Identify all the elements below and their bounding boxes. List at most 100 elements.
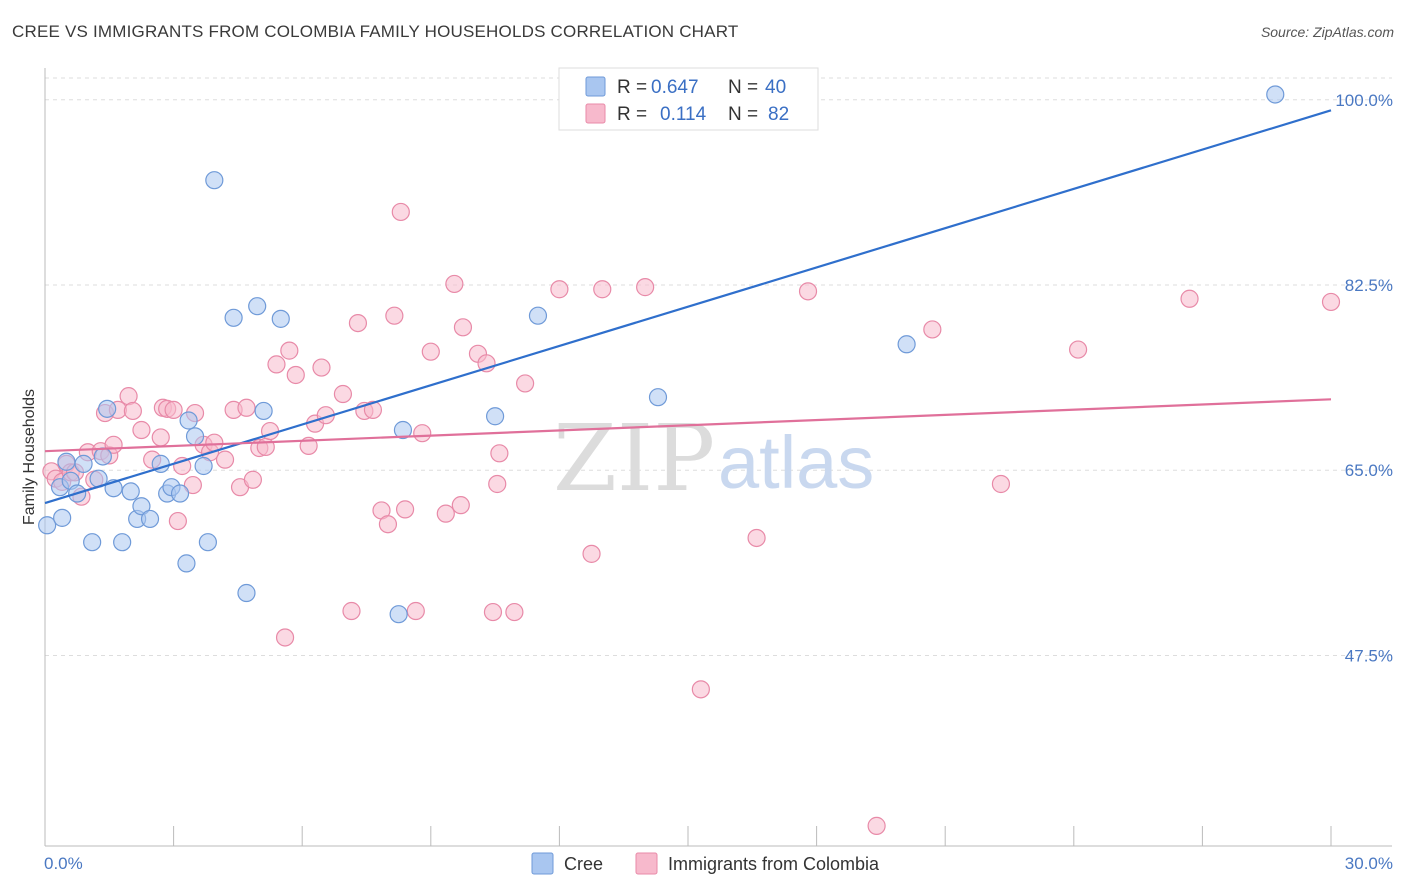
axes: [44, 68, 1392, 847]
legend-swatch-cree: [585, 76, 606, 97]
legend-colombia-n-value: 82: [768, 104, 789, 125]
y-tick-label-1: 65.0%: [1345, 461, 1393, 480]
colombia-point-53: [391, 202, 410, 222]
colombia-point-73: [691, 680, 710, 699]
colombia-point-32: [237, 398, 256, 417]
cree-point-2: [53, 508, 72, 527]
x-tick-label-min: 0.0%: [44, 854, 83, 873]
watermark-atlas: atlas: [718, 421, 874, 504]
colombia-point-21: [164, 400, 183, 419]
colombia-point-68: [516, 374, 535, 393]
colombia-point-80: [1180, 289, 1199, 308]
colombia-point-52: [385, 306, 404, 325]
colombia-point-65: [488, 474, 507, 494]
colombia-point-67: [505, 602, 524, 622]
legend-swatch-colombia: [585, 103, 606, 124]
bottom-legend-label-cree: Cree: [564, 854, 603, 874]
cree-point-26: [205, 171, 224, 190]
colombia-point-29: [215, 450, 235, 469]
y-tick-label-0: 47.5%: [1345, 646, 1393, 665]
cree-point-30: [254, 401, 273, 421]
colombia-point-51: [378, 515, 398, 534]
colombia-point-38: [275, 628, 295, 647]
colombia-point-58: [436, 504, 455, 523]
cree-point-27: [224, 308, 243, 327]
cree-point-20: [170, 484, 190, 503]
cree-point-34: [486, 407, 505, 426]
colombia-point-64: [483, 602, 503, 622]
cree-point-0: [38, 516, 57, 535]
colombia-point-24: [183, 475, 202, 495]
cree-point-33: [393, 420, 413, 440]
y-tick-label-3: 100.0%: [1335, 91, 1393, 110]
colombia-point-15: [123, 401, 142, 421]
colombia-point-47: [348, 313, 368, 333]
trend-line-cree: [44, 109, 1332, 505]
cree-point-16: [140, 509, 160, 529]
cree-point-39: [1266, 85, 1285, 104]
colombia-point-60: [451, 496, 470, 515]
cree-point-36: [648, 388, 668, 407]
cree-point-29: [248, 297, 267, 316]
legend-cree-n-value: 40: [765, 77, 786, 98]
cree-point-24: [194, 456, 213, 476]
y-tick-labels: 47.5% 65.0% 82.5% 100.0%: [1335, 91, 1393, 666]
cree-point-31: [271, 309, 290, 328]
trend-line-colombia: [44, 398, 1332, 453]
bottom-legend: Cree Immigrants from Colombia: [531, 852, 880, 875]
legend-colombia-n-label: N =: [728, 104, 758, 125]
colombia-point-57: [421, 342, 440, 361]
colombia-point-75: [798, 282, 818, 301]
cree-point-7: [83, 533, 102, 552]
cree-point-3: [57, 452, 76, 471]
colombia-point-74: [747, 528, 766, 548]
cree-point-38: [897, 335, 916, 354]
colombia-point-54: [395, 500, 415, 519]
x-tick-label-max: 30.0%: [1345, 854, 1393, 873]
legend-cree-r-label: R =: [617, 77, 647, 98]
colombia-point-55: [406, 601, 425, 621]
cree-point-25: [198, 533, 217, 552]
colombia-point-79: [1068, 340, 1088, 359]
chart-title: CREE VS IMMIGRANTS FROM COLOMBIA FAMILY …: [12, 22, 739, 41]
cree-point-22: [179, 411, 198, 430]
colombia-point-45: [333, 384, 353, 404]
y-axis-label: Family Households: [21, 389, 38, 525]
colombia-point-76: [867, 816, 886, 835]
cree-point-21: [177, 554, 196, 573]
colombia-point-33: [243, 470, 263, 489]
bottom-legend-swatch-cree: [531, 852, 554, 875]
y-tick-label-2: 82.5%: [1345, 276, 1393, 295]
colombia-point-71: [593, 280, 612, 299]
x-ticks: [44, 826, 1332, 846]
cree-point-28: [237, 583, 256, 603]
legend: R = 0.647 N = 40 R = 0.114 N = 82: [558, 67, 819, 131]
cree-point-35: [528, 306, 548, 325]
colombia-point-72: [636, 278, 655, 297]
cree-point-13: [121, 482, 140, 501]
colombia-point-18: [151, 428, 170, 447]
colombia-point-22: [168, 511, 187, 531]
colombia-point-37: [267, 355, 286, 374]
colombia-point-61: [453, 318, 473, 337]
bottom-legend-label-colombia: Immigrants from Colombia: [668, 854, 880, 874]
colombia-point-39: [280, 341, 299, 360]
watermark: ZIP atlas: [553, 405, 874, 512]
source-label: Source: ZipAtlas.com: [1260, 24, 1394, 40]
series-colombia-points: [42, 202, 1341, 835]
colombia-point-40: [286, 365, 305, 385]
cree-point-12: [113, 533, 132, 552]
colombia-point-59: [445, 274, 464, 294]
trend-lines: [44, 109, 1332, 505]
colombia-point-66: [490, 444, 509, 463]
colombia-point-46: [342, 601, 361, 621]
colombia-point-43: [312, 358, 331, 377]
colombia-point-81: [1321, 292, 1341, 312]
colombia-point-70: [582, 544, 601, 563]
colombia-point-49: [363, 400, 383, 419]
legend-cree-n-label: N =: [728, 77, 758, 98]
grid-lines: [45, 77, 1392, 656]
legend-colombia-r-label: R =: [617, 104, 647, 125]
legend-cree-r-value: 0.647: [651, 77, 699, 98]
